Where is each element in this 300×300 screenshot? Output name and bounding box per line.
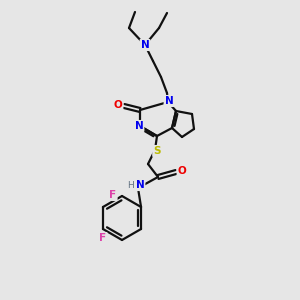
Text: F: F bbox=[99, 233, 106, 243]
Text: N: N bbox=[165, 96, 173, 106]
Text: F: F bbox=[110, 190, 117, 200]
Text: N: N bbox=[141, 40, 149, 50]
Text: N: N bbox=[136, 180, 144, 190]
Text: O: O bbox=[114, 100, 122, 110]
Text: O: O bbox=[178, 166, 186, 176]
Text: N: N bbox=[135, 121, 143, 131]
Text: H: H bbox=[128, 181, 134, 190]
Text: S: S bbox=[153, 146, 161, 156]
